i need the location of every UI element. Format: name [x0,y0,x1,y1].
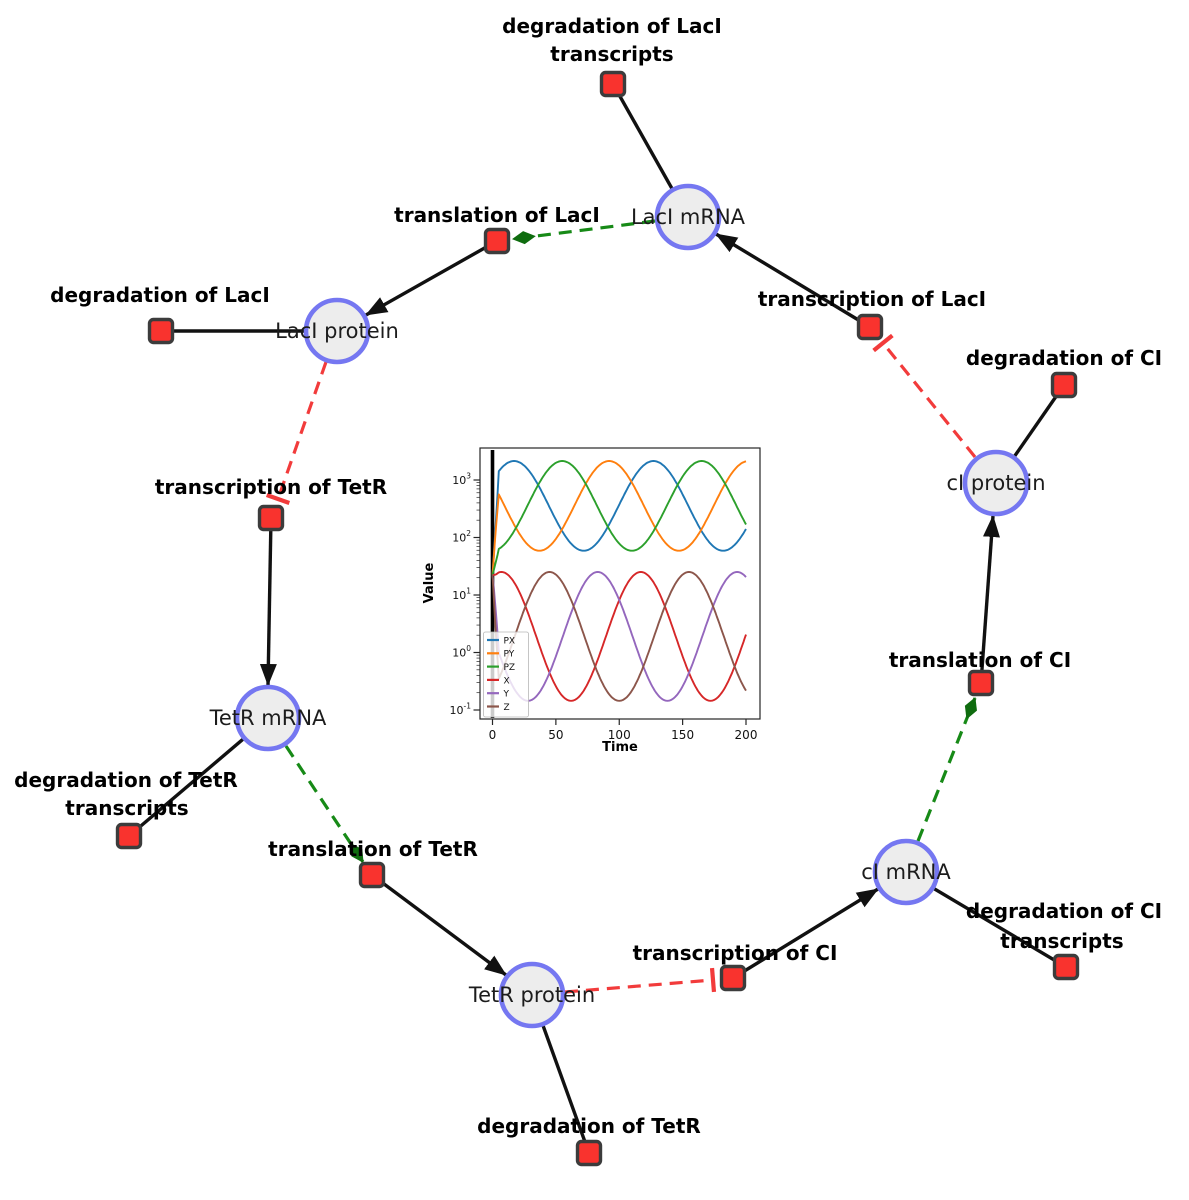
edge-transcription-ci-to-ci-mrna [732,887,879,980]
x-axis-label: Time [602,740,638,755]
reaction-label-degradation-tetr-transcripts-line2: transcripts [65,796,188,820]
reaction-node-transcription-tetr[interactable] [257,504,285,532]
reaction-label-translation-laci: translation of LacI [394,203,600,227]
edge-translation-laci-to-laci-protein [365,239,498,317]
reaction-node-transcription-laci[interactable] [856,313,884,341]
reaction-node-degradation-tetr[interactable] [575,1139,603,1167]
legend-label-Y: Y [503,690,510,700]
y-tick-label: 100 [452,644,471,660]
edge-translation-tetr-to-tetr-protein [370,873,508,977]
species-label-laci-protein: LacI protein [275,319,399,343]
species-label-tetr-protein: TetR protein [468,983,595,1007]
species-label-laci-mrna: LacI mRNA [631,205,746,229]
species-node-laci-mrna[interactable] [654,183,722,251]
y-axis-label: Value [422,562,437,603]
species-node-ci-protein[interactable] [962,449,1030,517]
species-label-tetr-mrna: TetR mRNA [209,706,327,730]
legend-label-X: X [504,676,510,686]
reaction-label-degradation-tetr: degradation of TetR [477,1114,701,1138]
x-tick-label: 200 [735,728,758,742]
species-label-ci-protein: cI protein [946,471,1045,495]
series-line-Z [491,571,747,702]
species-node-laci-protein[interactable] [303,297,371,365]
edge-layer [127,83,1067,1154]
reaction-label-transcription-tetr: transcription of TetR [155,475,387,499]
x-tick-label: 0 [489,728,497,742]
edge-ci-protein-inhibits-transcription-laci [872,333,977,459]
legend-label-PY: PY [504,650,515,660]
reaction-label-degradation-ci: degradation of CI [966,346,1162,370]
reaction-node-degradation-ci[interactable] [1050,371,1078,399]
reaction-node-translation-laci[interactable] [483,227,511,255]
reaction-node-degradation-ci-transcripts[interactable] [1052,953,1080,981]
y-tick-label: 103 [452,472,471,488]
edge-ci-mrna-modifies-translation [916,697,977,842]
x-tick-label: 150 [671,728,694,742]
series-line-PX [491,460,747,575]
reaction-node-degradation-tetr-transcripts[interactable] [115,822,143,850]
reaction-layer [115,70,1080,1167]
y-tick-label: 102 [452,529,471,545]
species-node-ci-mrna[interactable] [872,838,940,906]
series-line-Y [491,571,747,702]
reaction-label-transcription-laci: transcription of LacI [758,287,986,311]
edge-tetr-protein-inhibits-transcription-ci [564,967,717,994]
edge-laci-protein-inhibits-transcription-tetr [265,361,328,505]
species-node-tetr-mrna[interactable] [234,684,302,752]
label-layer: degradation of LacI transcripts translat… [14,14,1162,1138]
reaction-label-degradation-laci-transcripts-line2: transcripts [550,42,673,66]
reaction-label-degradation-laci: degradation of LacI [50,283,270,307]
reaction-label-degradation-ci-transcripts-line2: transcripts [1000,929,1123,953]
inset-plot: 0 50 100 150 200 10-1 100 101 102 103 PX PY PZ XYZ Ti… [422,447,761,755]
reaction-label-degradation-ci-transcripts-line1: degradation of CI [966,899,1162,923]
edge-transcription-laci-to-laci-mrna [715,232,871,329]
edge-translation-ci-to-ci-protein [979,515,1000,684]
reaction-node-degradation-laci-transcripts[interactable] [599,70,627,98]
reaction-label-translation-tetr: translation of TetR [268,837,478,861]
species-layer [234,183,1030,1029]
x-tick-label: 50 [548,728,563,742]
y-tick-label: 10-1 [450,702,472,718]
legend-label-PZ: PZ [504,663,516,673]
x-tick-label: 100 [608,728,631,742]
plot-content: 0 50 100 150 200 10-1 100 101 102 103 PX PY PZ XYZ [450,450,758,742]
species-node-tetr-protein[interactable] [498,961,566,1029]
reaction-node-degradation-laci[interactable] [147,317,175,345]
y-tick-label: 101 [452,587,471,603]
series-line-PY [491,460,747,575]
reaction-label-transcription-ci: transcription of CI [633,941,838,965]
legend-label-Z: Z [504,703,510,713]
reaction-label-degradation-laci-transcripts-line1: degradation of LacI [502,14,722,38]
reaction-node-translation-tetr[interactable] [358,861,386,889]
reaction-node-transcription-ci[interactable] [719,964,747,992]
reaction-node-translation-ci[interactable] [967,669,995,697]
edge-tetr-mrna-modifies-translation [284,745,365,863]
reaction-label-translation-ci: translation of CI [889,648,1071,672]
series-line-PZ [491,460,747,576]
edge-transcription-tetr-to-tetr-mrna [259,517,277,686]
edge-laci-mrna-modifies-translation [512,219,656,245]
legend-label-PX: PX [504,636,516,646]
species-label-ci-mrna: cI mRNA [861,860,951,884]
reaction-label-degradation-tetr-transcripts-line1: degradation of TetR [14,768,238,792]
